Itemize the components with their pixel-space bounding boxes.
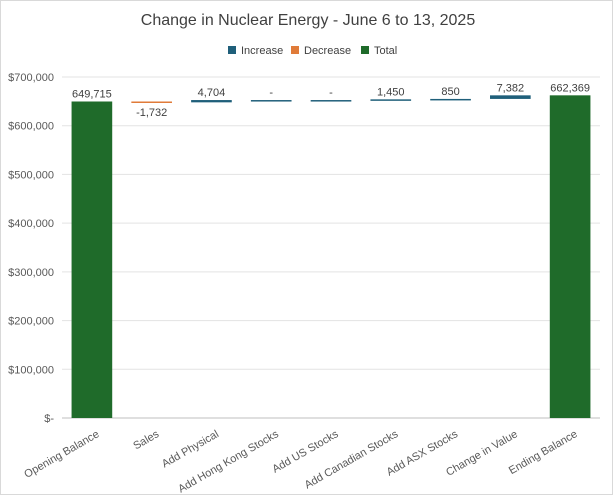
bar-decrease [131, 101, 172, 103]
bar-increase [430, 98, 471, 101]
bar-total [71, 101, 113, 419]
bar-increase [370, 99, 412, 101]
bar-increase [490, 95, 531, 99]
bars [71, 95, 591, 419]
data-labels: 649,715 -1,732 4,704 - - 1,450 850 7,382 662,369 [72, 82, 590, 119]
chart-title: Change in Nuclear Energy - June 6 to 13,… [141, 12, 476, 29]
y-tick-label: $- [44, 413, 54, 425]
data-label: - [329, 87, 333, 99]
legend-label-total: Total [374, 45, 397, 57]
y-tick-label: $600,000 [8, 121, 54, 133]
gridlines [62, 76, 600, 419]
bar-increase [191, 100, 232, 103]
legend: Increase Decrease Total [228, 45, 397, 57]
data-label: - [269, 87, 273, 99]
data-label: 4,704 [198, 87, 226, 99]
y-tick-label: $200,000 [8, 316, 54, 328]
y-tick-label: $700,000 [8, 72, 54, 84]
data-label: 649,715 [72, 88, 112, 100]
legend-label-increase: Increase [241, 45, 283, 57]
bar-increase [250, 100, 292, 102]
y-axis: $- $100,000 $200,000 $300,000 $400,000 $500,0… [8, 72, 54, 425]
y-tick-label: $300,000 [8, 267, 54, 279]
legend-swatch-total [361, 46, 369, 54]
data-label: 850 [441, 86, 459, 98]
legend-swatch-increase [228, 46, 236, 54]
bar-total [549, 95, 591, 419]
data-label: 662,369 [550, 82, 590, 94]
y-tick-label: $100,000 [8, 364, 54, 376]
data-label: 1,450 [377, 86, 405, 98]
bar-increase [310, 100, 352, 102]
data-label: 7,382 [497, 82, 525, 94]
data-label: -1,732 [136, 107, 167, 119]
legend-swatch-decrease [291, 46, 299, 54]
legend-label-decrease: Decrease [304, 45, 351, 57]
y-tick-label: $500,000 [8, 169, 54, 181]
y-tick-label: $400,000 [8, 218, 54, 230]
